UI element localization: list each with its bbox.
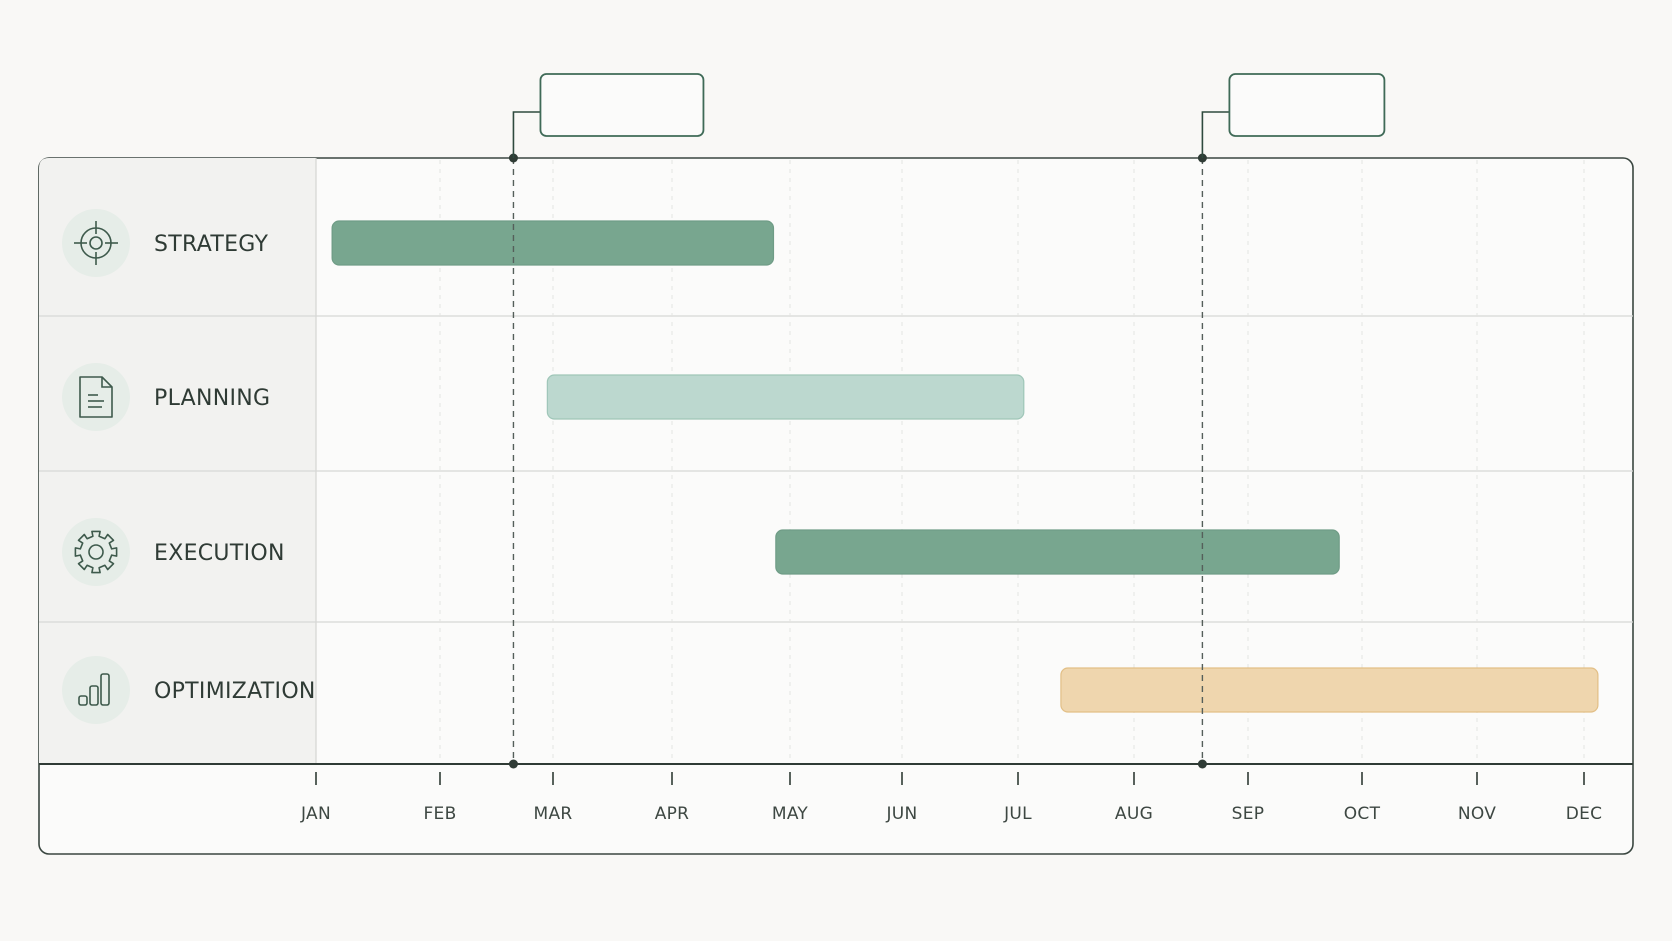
tick-label-aug: AUG xyxy=(1115,804,1153,824)
bar-chart-icon xyxy=(62,656,130,724)
milestone-callout-box xyxy=(539,73,705,137)
axis-ticks: JAN FEB MAR APR MAY JUN JUL AUG SEP OCT NOV DEC xyxy=(300,772,1602,824)
milestone-connector xyxy=(1201,111,1230,158)
document-icon xyxy=(62,363,130,431)
tick-label-jun: JUN xyxy=(885,804,917,824)
tick-label-may: MAY xyxy=(772,804,809,824)
target-icon xyxy=(62,209,130,277)
row-label-planning: PLANNING xyxy=(154,386,270,411)
bar-strategy xyxy=(331,220,775,266)
task-row-strategy: STRATEGY xyxy=(62,209,269,277)
row-dividers xyxy=(39,315,1633,623)
task-row-planning: PLANNING xyxy=(62,363,270,431)
tick-label-sep: SEP xyxy=(1232,804,1265,824)
tick-label-feb: FEB xyxy=(423,804,456,824)
row-label-strategy: STRATEGY xyxy=(154,232,269,257)
label-column xyxy=(39,158,316,764)
bar-planning xyxy=(546,374,1025,420)
task-row-execution: EXECUTION xyxy=(62,518,285,586)
task-rows: STRATEGY PLANNING EXECUTION OPTIMIZATION xyxy=(62,209,316,724)
milestone-connector xyxy=(512,111,541,158)
milestone-callout-box xyxy=(1228,73,1386,137)
row-label-optimization: OPTIMIZATION xyxy=(154,679,316,704)
task-row-optimization: OPTIMIZATION xyxy=(62,656,316,724)
tick-label-dec: DEC xyxy=(1566,804,1603,824)
milestone-2 xyxy=(1197,73,1386,769)
task-bars xyxy=(331,220,1599,713)
bar-execution xyxy=(775,529,1340,575)
milestones xyxy=(508,73,1386,769)
tick-label-nov: NOV xyxy=(1458,804,1496,824)
tick-label-mar: MAR xyxy=(533,804,572,824)
row-label-execution: EXECUTION xyxy=(154,541,285,566)
tick-label-oct: OCT xyxy=(1344,804,1381,824)
tick-label-jul: JUL xyxy=(1003,804,1032,824)
tick-label-apr: APR xyxy=(655,804,690,824)
gear-icon xyxy=(62,518,130,586)
tick-label-jan: JAN xyxy=(300,804,331,824)
bar-optimization xyxy=(1060,667,1599,713)
